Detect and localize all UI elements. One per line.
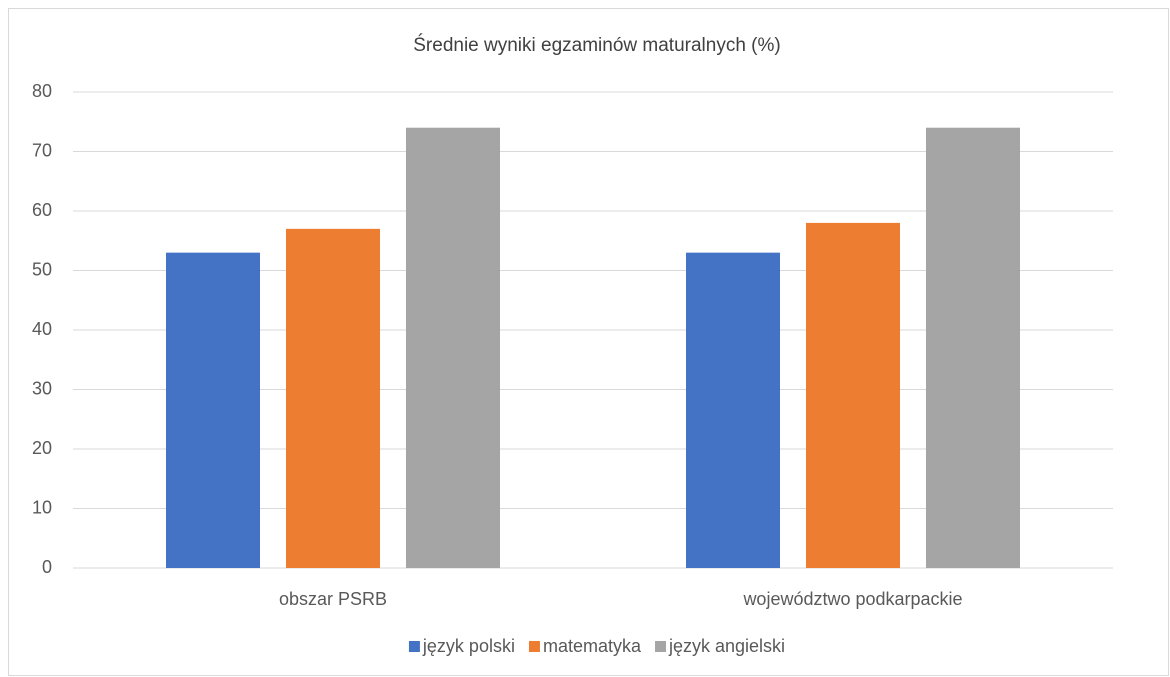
bar [286,228,380,568]
bar [686,252,780,568]
y-tick-label: 30 [32,378,52,398]
y-tick-label: 20 [32,438,52,458]
bar [926,127,1020,568]
bar [406,127,500,568]
legend-swatch [528,641,540,652]
y-tick-label: 80 [32,81,52,101]
chart-title: Średnie wyniki egzaminów maturalnych (%) [413,34,780,56]
y-tick-label: 50 [32,259,52,279]
y-tick-label: 0 [42,557,52,577]
bar [166,252,260,568]
legend-swatch [408,641,420,652]
legend-swatch [655,641,667,652]
legend-label: matematyka [543,636,642,656]
x-tick-label: województwo podkarpackie [742,589,962,609]
y-tick-label: 10 [32,497,52,517]
legend-label: język angielski [668,636,785,656]
x-tick-label: obszar PSRB [279,589,387,609]
legend-label: język polski [422,636,515,656]
y-tick-label: 70 [32,140,52,160]
y-tick-label: 40 [32,319,52,339]
y-tick-label: 60 [32,200,52,220]
bar [806,222,900,568]
